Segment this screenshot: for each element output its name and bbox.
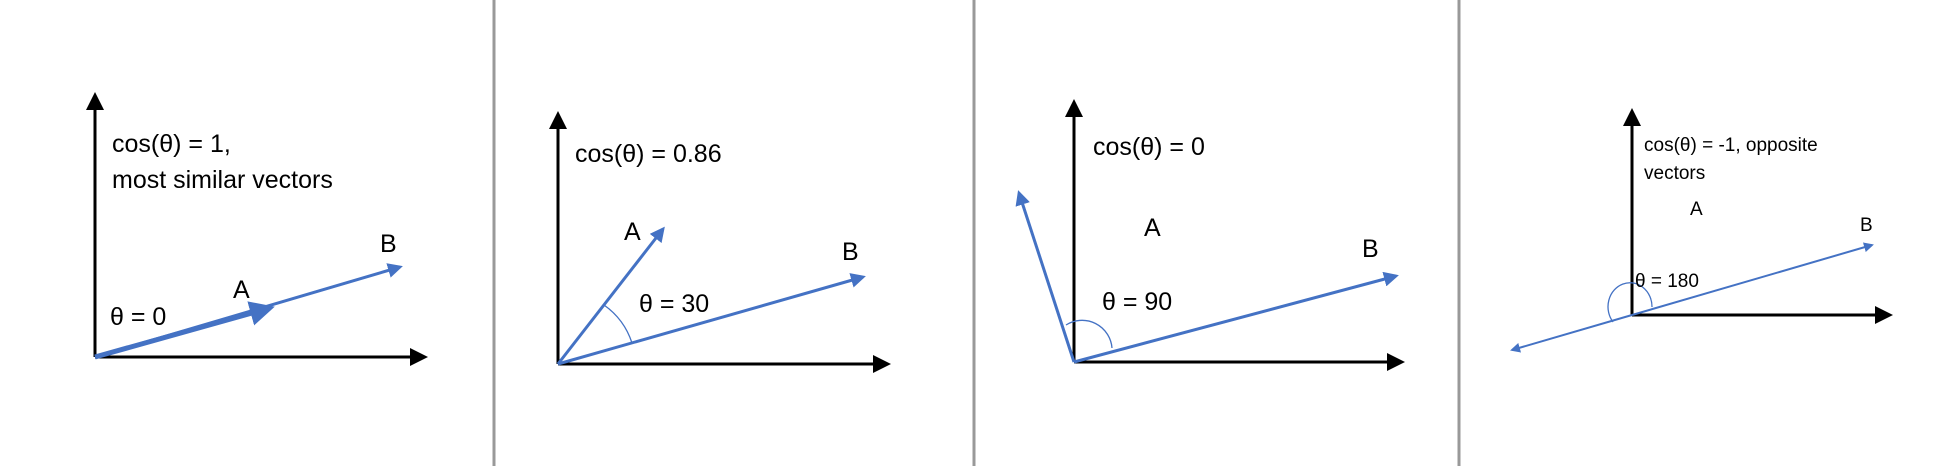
caption-line1: cos(θ) = 0 [1093,133,1205,161]
vector-a [1510,314,1633,353]
vector-b [1631,242,1874,316]
angle-label: θ = 30 [639,290,709,318]
angle-label: θ = 90 [1102,288,1172,316]
vector-a [556,226,665,365]
vector-a [94,301,275,360]
vector-b-label: B [842,238,859,266]
angle-label: θ = 0 [110,303,166,331]
caption-line2: vectors [1644,163,1705,184]
angle-arc [1065,319,1113,349]
panel-theta-180: cos(θ) = -1, opposite vectors θ = 180 A … [1510,108,1893,353]
caption-line1: cos(θ) = -1, opposite [1644,135,1818,156]
panel-theta-0: cos(θ) = 1, most similar vectors θ = 0 A… [86,92,428,366]
caption-line2: most similar vectors [112,166,333,194]
panel-theta-30: cos(θ) = 0.86 θ = 30 A B [549,111,891,373]
vector-a-label: A [233,276,250,304]
vector-b-label: B [380,230,397,258]
vector-b-label: B [1362,235,1379,263]
vector-a [1015,190,1076,363]
vector-a-label: A [624,218,641,246]
angle-arc [603,304,633,344]
angle-label: θ = 180 [1635,271,1699,292]
angle-arc [1607,282,1653,323]
vector-b [557,273,866,366]
vector-a-label: A [1690,199,1703,220]
caption-line1: cos(θ) = 0.86 [575,140,722,168]
vector-b [1073,271,1399,364]
vector-b-label: B [1860,215,1873,236]
panel-theta-90: cos(θ) = 0 θ = 90 A B [1015,99,1405,371]
caption-line1: cos(θ) = 1, [112,130,231,158]
vector-a-label: A [1144,214,1161,242]
